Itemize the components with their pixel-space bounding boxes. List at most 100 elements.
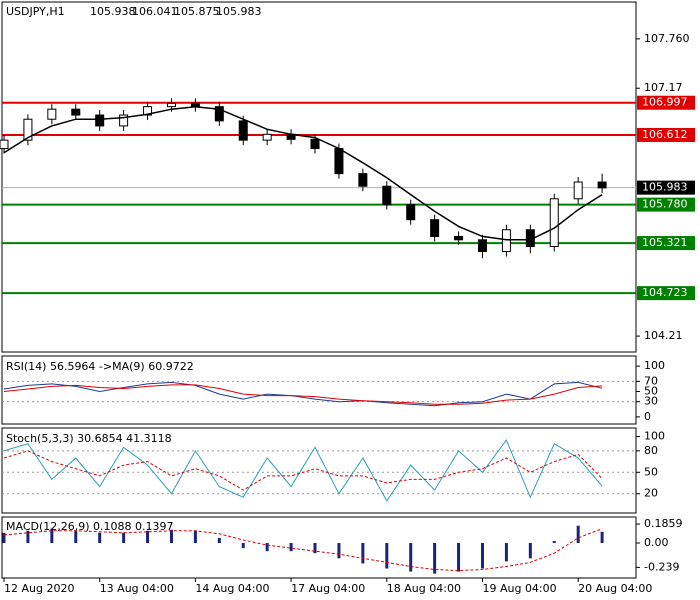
- indicator-line: [3, 381, 603, 407]
- candle-body: [214, 106, 224, 122]
- level-label: 104.723: [642, 286, 688, 299]
- histogram-bar: [409, 543, 413, 572]
- histogram-bar: [528, 543, 532, 559]
- indicator-line: [3, 105, 603, 241]
- current-price-label: 105.983: [642, 181, 688, 194]
- level-box: [637, 95, 695, 110]
- histogram-bar: [122, 532, 126, 544]
- histogram-bar: [241, 543, 245, 549]
- histogram-bar: [361, 543, 365, 564]
- y-tick-label: 104.21: [644, 329, 683, 342]
- indicator-line: [3, 450, 603, 491]
- y-tick-label: 70: [644, 374, 658, 387]
- y-tick-label: 50: [644, 385, 658, 398]
- stoch-panel: [1, 427, 637, 514]
- y-tick-label: 20: [644, 487, 658, 500]
- x-tick-label: 20 Aug 04:00: [578, 582, 652, 595]
- histogram-bar: [2, 532, 6, 544]
- histogram-bar: [480, 543, 484, 569]
- candle-body: [454, 235, 464, 241]
- main-panel: [1, 1, 637, 353]
- histogram-bar: [265, 543, 269, 552]
- ohlc-value: 105.983: [216, 5, 262, 18]
- histogram-bar: [217, 537, 221, 544]
- x-tick-label: 12 Aug 2020: [4, 582, 74, 595]
- histogram-bar: [433, 543, 437, 574]
- histogram-bar: [26, 530, 30, 544]
- histogram-bar: [576, 525, 580, 544]
- y-tick-label: 50: [644, 465, 658, 478]
- candle-body: [238, 120, 248, 141]
- level-box: [637, 197, 695, 212]
- y-tick-label: 0.1859: [644, 517, 683, 530]
- histogram-bar: [289, 543, 293, 552]
- candle-body: [501, 229, 511, 253]
- candle-body: [358, 173, 368, 187]
- candle-body: [71, 108, 81, 116]
- candle-body: [310, 138, 320, 150]
- x-tick-label: 17 Aug 04:00: [291, 582, 365, 595]
- macd-panel: [1, 516, 637, 579]
- candle-body: [430, 219, 440, 237]
- candle-body: [0, 139, 9, 150]
- candle-body: [119, 114, 129, 127]
- histogram-bar: [74, 530, 78, 544]
- candle-body: [262, 133, 272, 141]
- y-tick-label: 30: [644, 395, 658, 408]
- candle-body: [47, 108, 57, 120]
- indicator-title: MACD(12,26,9) 0.1088 0.1397: [6, 520, 174, 533]
- histogram-bar: [313, 543, 317, 554]
- candle-body: [95, 114, 105, 127]
- x-tick-label: 13 Aug 04:00: [100, 582, 174, 595]
- candle-body: [143, 106, 153, 116]
- y-tick-label: 107.760: [644, 32, 690, 45]
- histogram-bar: [600, 531, 604, 544]
- histogram-bar: [504, 543, 508, 562]
- candle-body: [597, 181, 607, 189]
- histogram-bar: [385, 543, 389, 569]
- histogram-bar: [169, 529, 173, 544]
- level-box: [637, 127, 695, 142]
- candle-body: [549, 198, 559, 247]
- histogram-bar: [50, 528, 54, 544]
- level-label: 106.997: [642, 96, 688, 109]
- ohlc-value: 105.875: [174, 5, 220, 18]
- y-tick-label: 0: [644, 410, 651, 423]
- x-tick-label: 19 Aug 04:00: [482, 582, 556, 595]
- candle-body: [573, 181, 583, 200]
- candle-body: [166, 102, 176, 108]
- indicator-line: [3, 384, 603, 405]
- histogram-bar: [337, 543, 341, 559]
- x-tick-label: 18 Aug 04:00: [387, 582, 461, 595]
- histogram-bar: [552, 540, 556, 544]
- y-tick-label: 100: [644, 359, 665, 372]
- y-tick-label: 0.00: [644, 536, 669, 549]
- level-box: [637, 236, 695, 251]
- histogram-bar: [146, 530, 150, 544]
- y-tick-label: 80: [644, 444, 658, 457]
- ohlc-value: 106.041: [132, 5, 178, 18]
- level-label: 105.780: [642, 198, 688, 211]
- candle-body: [406, 204, 416, 221]
- candle-body: [382, 185, 392, 206]
- level-label: 106.612: [642, 128, 688, 141]
- y-tick-label: -0.239: [644, 560, 679, 573]
- histogram-bar: [98, 532, 102, 544]
- chart-title: USDJPY,H1: [6, 5, 65, 18]
- y-tick-label: 107.17: [644, 81, 683, 94]
- candle-body: [23, 118, 33, 141]
- rsi-panel: [1, 355, 637, 425]
- indicator-title: Stoch(5,3,3) 30.6854 41.3118: [6, 432, 172, 445]
- x-tick-label: 14 Aug 04:00: [195, 582, 269, 595]
- histogram-bar: [457, 543, 461, 572]
- indicator-line: [3, 439, 603, 502]
- ohlc-value: 105.938: [90, 5, 136, 18]
- candle-body: [334, 148, 344, 175]
- candle-body: [477, 239, 487, 253]
- current-price-box: [637, 180, 695, 195]
- level-box: [637, 286, 695, 301]
- indicator-title: RSI(14) 56.5964 ->MA(9) 60.9722: [6, 360, 194, 373]
- histogram-bar: [193, 530, 197, 544]
- y-tick-label: 100: [644, 430, 665, 443]
